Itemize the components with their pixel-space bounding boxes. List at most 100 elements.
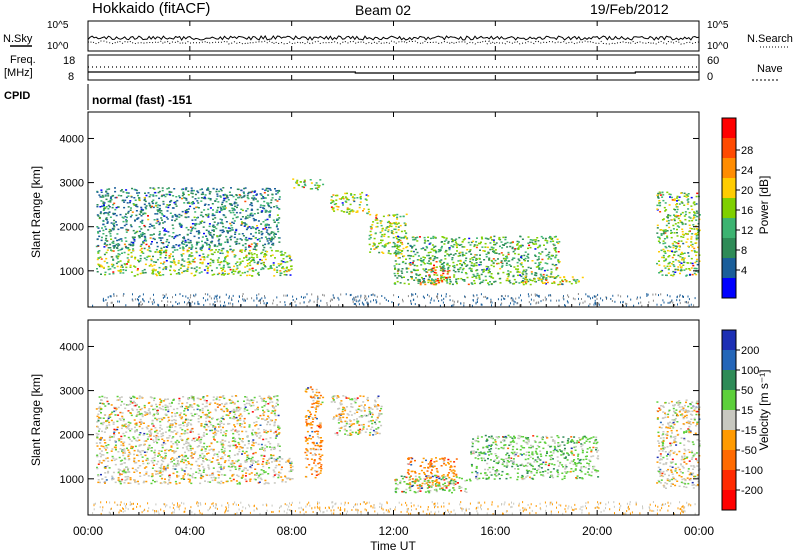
data-cell [437, 249, 440, 251]
data-cell [219, 229, 222, 232]
data-cell [439, 277, 442, 280]
data-cell [191, 246, 194, 248]
data-cell [197, 207, 200, 209]
data-cell [472, 299, 474, 301]
data-cell [265, 224, 267, 227]
data-cell [244, 396, 247, 398]
data-cell [685, 268, 688, 270]
data-cell [141, 303, 143, 306]
data-cell [209, 411, 212, 414]
data-cell [528, 278, 531, 281]
data-cell [198, 223, 201, 225]
data-cell [133, 204, 136, 206]
data-cell [414, 237, 417, 239]
data-cell [669, 250, 672, 252]
data-cell [487, 283, 490, 286]
data-cell [165, 260, 168, 262]
data-cell [500, 298, 502, 301]
data-cell [178, 269, 181, 271]
data-cell [680, 235, 683, 238]
data-cell [236, 216, 239, 218]
data-cell [388, 241, 391, 244]
data-cell [244, 246, 247, 249]
data-cell [288, 457, 291, 460]
data-cell [617, 294, 619, 297]
data-cell [284, 303, 286, 306]
data-cell [380, 224, 383, 227]
data-cell [119, 190, 122, 192]
data-cell [418, 279, 421, 281]
data-cell [136, 397, 139, 400]
data-cell [351, 196, 354, 198]
data-cell [252, 258, 255, 261]
data-cell [480, 241, 482, 243]
data-cell [213, 439, 216, 441]
data-cell [102, 220, 105, 222]
data-cell [234, 233, 237, 235]
data-cell [505, 262, 508, 264]
data-cell [220, 403, 223, 405]
data-cell [152, 199, 155, 201]
data-cell [161, 189, 164, 192]
data-cell [335, 203, 338, 205]
data-cell [196, 206, 199, 208]
data-cell [695, 195, 698, 198]
data-cell [667, 219, 670, 222]
data-cell [270, 249, 273, 252]
data-cell [557, 260, 560, 262]
data-cell [185, 446, 188, 448]
data-cell [282, 254, 285, 256]
data-cell [162, 408, 165, 411]
data-cell [264, 243, 267, 246]
data-cell [166, 304, 168, 307]
data-cell [115, 196, 118, 199]
data-cell [224, 301, 225, 304]
data-cell [98, 428, 101, 430]
data-cell [248, 246, 250, 248]
data-cell [348, 213, 351, 215]
data-cell [375, 213, 378, 216]
data-cell [249, 238, 252, 240]
data-cell [259, 206, 262, 208]
data-cell [115, 458, 118, 460]
data-cell [182, 475, 185, 477]
data-cell [240, 196, 243, 199]
data-cell [233, 203, 236, 205]
data-cell [190, 201, 193, 204]
data-cell [212, 209, 214, 211]
data-cell [457, 268, 460, 271]
data-cell [551, 254, 554, 257]
data-cell [375, 215, 378, 217]
data-cell [495, 242, 498, 244]
data-cell [173, 450, 175, 452]
data-cell [176, 214, 179, 217]
data-cell [193, 216, 196, 219]
data-cell [614, 300, 616, 303]
data-cell [108, 188, 111, 190]
data-cell [116, 245, 119, 247]
data-cell [661, 196, 664, 198]
data-cell [211, 240, 214, 243]
data-cell [148, 444, 151, 447]
data-cell [495, 252, 498, 254]
data-cell [241, 216, 244, 218]
data-cell [546, 281, 549, 284]
y-tick-label: 3000 [60, 178, 84, 190]
data-cell [511, 258, 514, 261]
data-cell [393, 228, 396, 230]
data-cell [257, 460, 260, 462]
data-cell [697, 232, 699, 234]
data-cell [170, 301, 172, 303]
data-cell [427, 278, 430, 281]
data-cell [372, 242, 375, 244]
data-cell [176, 439, 179, 442]
data-cell [129, 482, 132, 484]
data-cell [350, 293, 352, 296]
data-cell [110, 196, 113, 198]
data-cell [201, 220, 204, 222]
data-cell [167, 187, 170, 189]
data-cell [254, 190, 257, 192]
data-cell [190, 272, 193, 275]
data-cell [270, 255, 272, 257]
data-cell [470, 264, 473, 267]
